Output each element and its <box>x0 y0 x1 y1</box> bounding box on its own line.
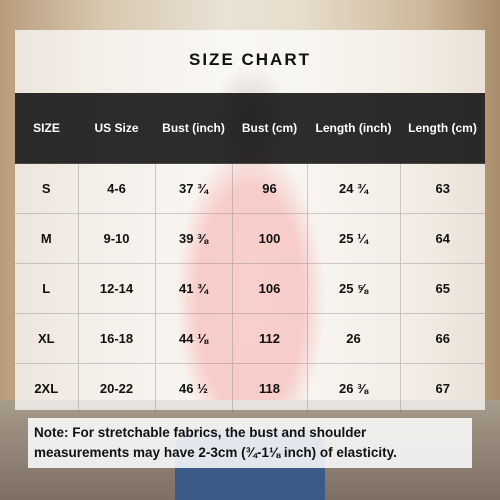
note: Note: For stretchable fabrics, the bust … <box>28 418 472 468</box>
table-cell: 64 <box>399 213 485 264</box>
note-line: measurements may have 2-3cm (¾-1⅛ inch) … <box>34 445 397 460</box>
table-cell: 25 ⅝ <box>306 263 400 314</box>
table-cell: 118 <box>231 363 307 413</box>
table-cell: 2XL <box>15 363 78 413</box>
table-cell: 20-22 <box>77 363 155 413</box>
header-cell: Length (inch) <box>307 93 400 164</box>
table-cell: 16-18 <box>77 313 155 364</box>
table-cell: L <box>15 263 78 314</box>
header-cell: US Size <box>78 93 155 164</box>
header-cell: Bust (inch) <box>155 93 232 164</box>
table-cell: S <box>15 163 78 214</box>
table-row: 2XL 20-22 46 ½ 118 26 ⅜ 67 <box>15 363 485 413</box>
table-row: S 4-6 37 ¾ 96 24 ¾ 63 <box>15 163 485 214</box>
table-cell: 24 ¾ <box>306 163 400 214</box>
table-cell: 65 <box>399 263 485 314</box>
table-cell: 63 <box>399 163 485 214</box>
table-cell: 4-6 <box>77 163 155 214</box>
header-row: SIZE US Size Bust (inch) Bust (cm) Length (i… <box>15 93 485 164</box>
table-cell: 66 <box>399 313 485 364</box>
table-cell: XL <box>15 313 78 364</box>
size-table: SIZE US Size Bust (inch) Bust (cm) Length (i… <box>15 93 485 413</box>
table-cell: 25 ¼ <box>306 213 400 264</box>
table-body: S 4-6 37 ¾ 96 24 ¾ 63 M 9-10 39 ⅜ 100 25 ¼ 64 L 12-14… <box>15 163 485 413</box>
table-cell: 44 ⅛ <box>154 313 232 364</box>
table-row: M 9-10 39 ⅜ 100 25 ¼ 64 <box>15 213 485 264</box>
table-cell: 41 ¾ <box>154 263 232 314</box>
table-row: XL 16-18 44 ⅛ 112 26 66 <box>15 313 485 364</box>
table-cell: 9-10 <box>77 213 155 264</box>
title: SIZE CHART <box>189 50 311 69</box>
table-cell: 26 ⅜ <box>306 363 400 413</box>
header-cell: SIZE <box>15 93 78 164</box>
table-cell: 39 ⅜ <box>154 213 232 264</box>
header-cell: Bust (cm) <box>232 93 307 164</box>
table-row: L 12-14 41 ¾ 106 25 ⅝ 65 <box>15 263 485 314</box>
note-line: Note: For stretchable fabrics, the bust … <box>34 425 367 440</box>
table-cell: 100 <box>231 213 307 264</box>
table-cell: 12-14 <box>77 263 155 314</box>
table-cell: 37 ¾ <box>154 163 232 214</box>
table-cell: 96 <box>231 163 307 214</box>
header-cell: Length (cm) <box>400 93 485 164</box>
table-cell: 67 <box>399 363 485 413</box>
table-cell: 106 <box>231 263 307 314</box>
table-cell: 46 ½ <box>154 363 232 413</box>
table-cell: 26 <box>306 313 400 364</box>
table-cell: M <box>15 213 78 264</box>
table-cell: 112 <box>231 313 307 364</box>
